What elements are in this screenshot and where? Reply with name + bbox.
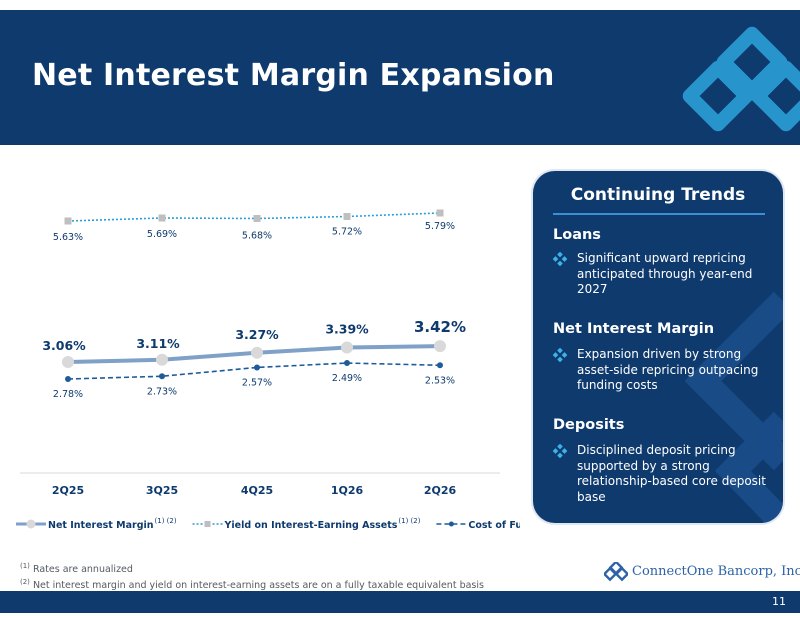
bullet-text-loans: Significant upward repricing anticipated…	[577, 251, 753, 296]
nim-point	[434, 340, 446, 353]
legend-swatch-2	[436, 521, 467, 527]
data-label: 2.57%	[242, 377, 272, 388]
brand-name: ConnectOne Bancorp, Inc.	[632, 564, 800, 579]
nim-point	[156, 353, 168, 366]
data-label: 2.49%	[332, 373, 362, 384]
footnote-2: (2) Net interest margin and yield on int…	[20, 578, 484, 591]
data-label: 2.78%	[53, 389, 83, 400]
x-tick-label: 2Q26	[424, 484, 457, 497]
cost-point	[254, 364, 260, 371]
nim-point	[62, 356, 74, 368]
diamond-bullet-icon	[553, 252, 567, 266]
data-label: 2.73%	[147, 386, 177, 397]
data-label: 5.72%	[332, 227, 362, 238]
slide-title: Net Interest Margin Expansion	[32, 58, 555, 93]
cost-point	[65, 376, 71, 382]
data-label: 3.27%	[235, 327, 279, 342]
diamond-bullet-icon	[553, 348, 567, 362]
yield-point	[253, 215, 261, 222]
data-label: 3.11%	[136, 336, 180, 351]
bullet-text-deposits: Disciplined deposit pricing supported by…	[577, 443, 766, 504]
footnote-1: (1) Rates are annualized	[20, 562, 484, 575]
cost-point	[344, 360, 350, 367]
nim-point	[341, 341, 353, 354]
legend-superscript: (1) (2)	[398, 517, 420, 525]
panel-title: Continuing Trends	[570, 185, 746, 205]
panel-watermark-graphic	[684, 291, 783, 523]
x-tick-label: 2Q25	[52, 484, 84, 497]
diamond-bullet-icon	[553, 444, 567, 458]
brand-diamond-icon	[604, 562, 628, 582]
cost-point	[159, 373, 165, 380]
section-heading-nim: Net Interest Margin	[553, 321, 715, 337]
x-tick-label: 4Q25	[241, 484, 273, 497]
legend-label: Yield on Interest-Earning Assets	[224, 520, 398, 531]
slide-header: Net Interest Margin Expansion	[0, 10, 800, 145]
continuing-trends-panel: Continuing Trends Loans Significant upwa…	[533, 171, 783, 523]
page-number: 11	[772, 595, 786, 608]
x-tick-label: 3Q25	[146, 484, 178, 497]
cost-point	[437, 362, 443, 369]
data-label: 5.69%	[147, 229, 177, 240]
nim-line-chart: 3.06% 3.11% 3.27% 3.39% 3.42% 5.63% 5.69% 5.68%…	[16, 209, 520, 531]
data-label: 5.68%	[242, 231, 272, 242]
data-label: 3.06%	[42, 338, 86, 353]
x-tick-label: 1Q26	[331, 484, 364, 497]
section-heading-deposits: Deposits	[553, 417, 625, 433]
yield-point	[436, 209, 444, 217]
header-diamond-logo	[682, 26, 800, 132]
footnote-marker: (1)	[20, 562, 30, 570]
legend-label: Net Interest Margin	[48, 520, 154, 531]
data-label: 5.79%	[425, 221, 455, 232]
data-label: 2.53%	[425, 375, 455, 386]
yield-point	[158, 214, 166, 222]
legend-swatch-0	[16, 519, 46, 529]
data-label: 3.42%	[414, 318, 466, 336]
legend-label: Cost of Funds	[468, 520, 520, 531]
top-margin	[0, 0, 800, 10]
footer-bar: 11	[0, 591, 800, 613]
company-logo: ConnectOne Bancorp, Inc.	[604, 562, 800, 584]
footnote-text: Rates are annualized	[32, 564, 133, 576]
panel-divider	[553, 213, 765, 215]
yield-point	[64, 217, 72, 225]
footnote-text: Net interest margin and yield on interes…	[32, 580, 484, 592]
footnote-marker: (2)	[20, 578, 30, 587]
footnotes: (1) Rates are annualized (2) Net interes…	[20, 562, 484, 594]
legend-swatch-1	[192, 521, 223, 527]
bullet-text-nim: Expansion driven by strong asset-side re…	[577, 347, 759, 392]
data-label: 5.63%	[53, 232, 83, 243]
nim-point	[251, 346, 263, 359]
section-heading-loans: Loans	[553, 227, 601, 243]
yield-point	[343, 213, 351, 220]
data-label: 3.39%	[325, 321, 369, 336]
legend-superscript: (1) (2)	[155, 517, 177, 525]
